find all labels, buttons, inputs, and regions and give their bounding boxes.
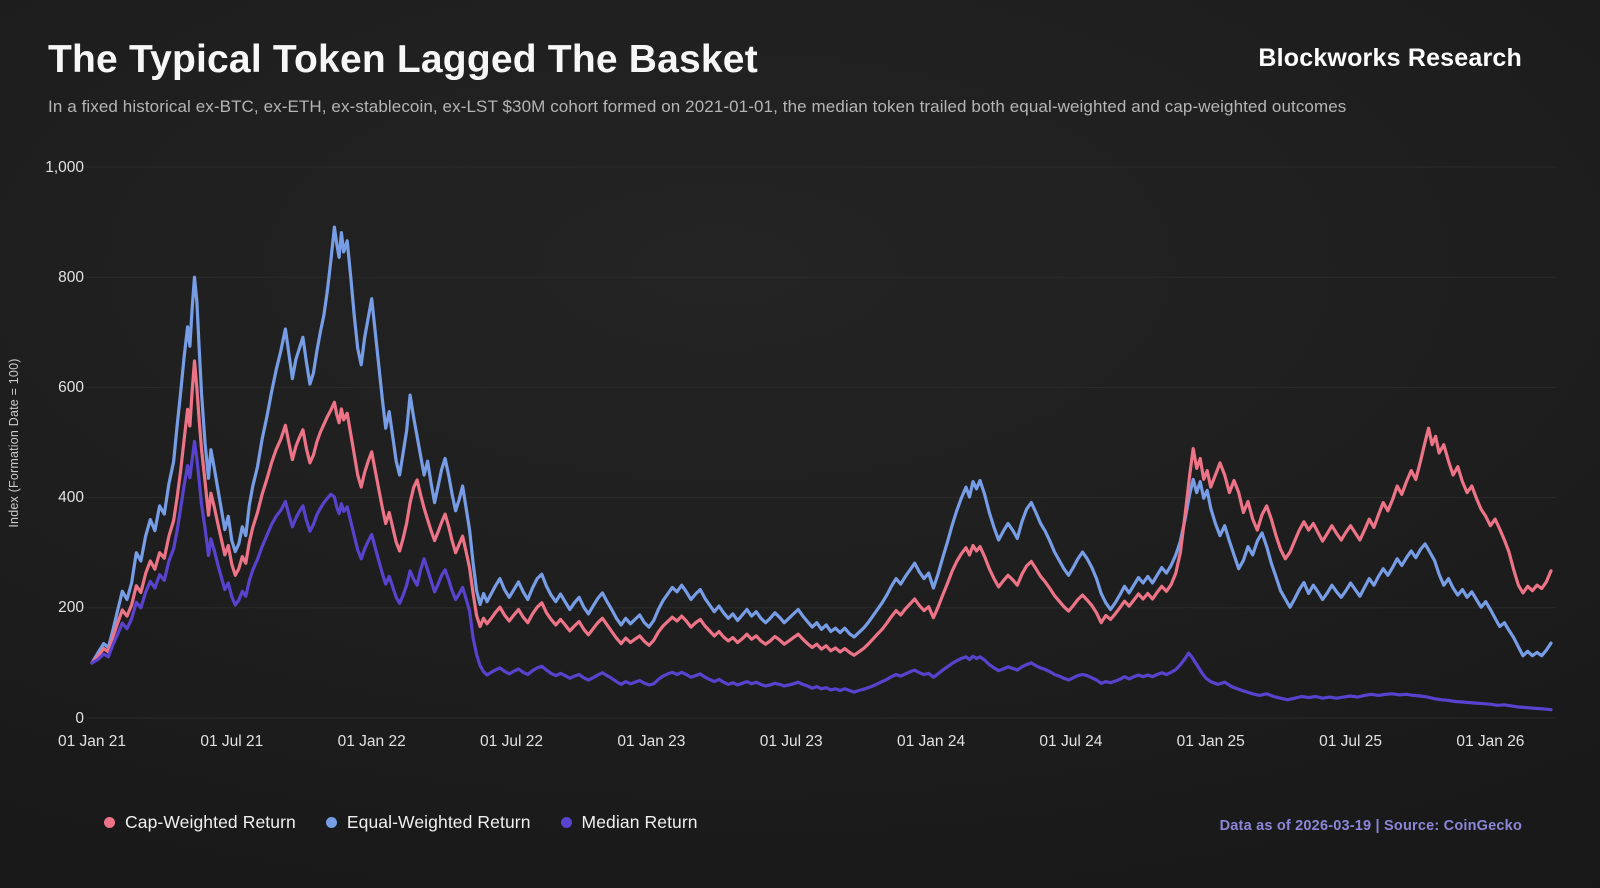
x-tick-label: 01 Jul 21: [200, 733, 264, 750]
line-chart-plot: [86, 166, 1556, 719]
legend-dot-icon: [560, 817, 572, 828]
y-tick-label: 800: [58, 268, 84, 286]
x-tick-label: 01 Jan 25: [1176, 733, 1245, 750]
y-tick-label: 200: [58, 599, 84, 617]
series-line-equal-weighted-return: [90, 225, 1553, 665]
header: The Typical Token Lagged The Basket Bloc…: [48, 38, 1522, 117]
x-tick-label: 01 Jan 21: [57, 733, 127, 750]
series-line-median-return: [90, 439, 1553, 712]
x-tick-label: 01 Jan 23: [617, 733, 686, 750]
page-title: The Typical Token Lagged The Basket: [48, 38, 758, 81]
x-tick-label: 01 Jul 24: [1039, 733, 1103, 750]
y-tick-label: 600: [58, 378, 84, 396]
legend-dot-icon: [104, 817, 115, 828]
brand-logo: Blockworks Research: [1258, 44, 1522, 72]
legend-dot-icon: [325, 817, 337, 828]
legend-label: Cap-Weighted Return: [125, 812, 296, 832]
y-tick-label: 1,000: [45, 158, 84, 176]
x-tick-label: 01 Jul 23: [759, 733, 823, 750]
legend-item-equal-weighted-return: Equal-Weighted Return: [325, 812, 531, 833]
source-footnote: Data as of 2026-03-19 | Source: CoinGeck…: [1219, 818, 1522, 834]
chart-subtitle: In a fixed historical ex-BTC, ex-ETH, ex…: [48, 96, 1347, 116]
x-tick-label: 01 Jan 26: [1456, 733, 1525, 750]
series-line-cap-weighted-return: [90, 359, 1553, 665]
chart-legend: Cap-Weighted Return Equal-Weighted Return…: [104, 812, 698, 833]
legend-label: Equal-Weighted Return: [346, 812, 531, 832]
x-tick-label: 01 Jul 22: [480, 733, 543, 750]
x-tick-label: 01 Jan 22: [337, 733, 406, 750]
y-tick-label: 0: [75, 709, 84, 727]
legend-item-cap-weighted-return: Cap-Weighted Return: [104, 812, 296, 833]
x-tick-label: 01 Jul 25: [1319, 733, 1382, 750]
y-tick-label: 400: [58, 489, 84, 507]
legend-label: Median Return: [581, 812, 698, 832]
x-tick-label: 01 Jan 24: [896, 733, 966, 750]
legend-item-median-return: Median Return: [560, 812, 698, 833]
